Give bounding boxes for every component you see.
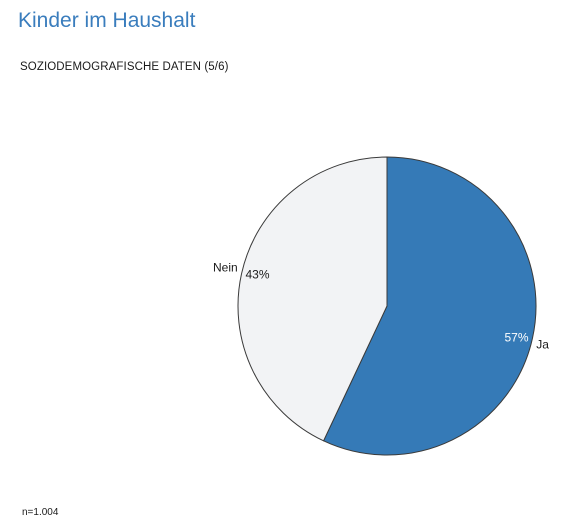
pie-chart: 57% Ja 43% Nein [213, 156, 549, 456]
sample-size-note: n=1.004 [22, 507, 59, 518]
pie-slices [237, 156, 537, 456]
pie-slice-nein [237, 156, 388, 442]
pie-labels: 57% Ja 43% Nein [213, 261, 549, 352]
pie-slice-ja [323, 156, 537, 456]
pie-value-label-ja: 57% [504, 331, 528, 345]
pie-category-label-ja: Ja [536, 337, 549, 351]
section-subtitle: SOZIODEMOGRAFISCHE DATEN (5/6) [20, 61, 229, 73]
pie-value-label-nein: 43% [246, 267, 270, 281]
pie-category-label-nein: Nein [213, 261, 238, 275]
page-title: Kinder im Haushalt [18, 9, 196, 32]
